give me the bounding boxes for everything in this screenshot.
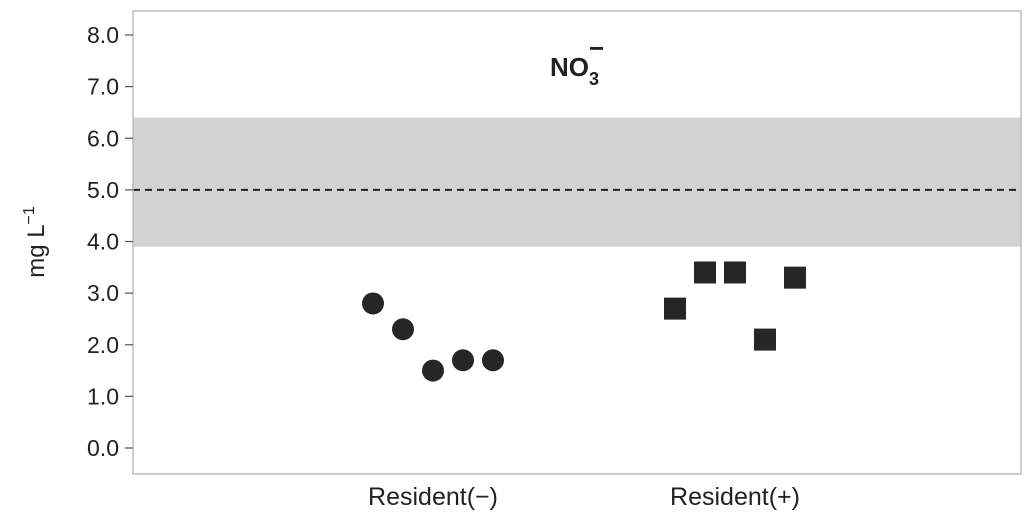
chart-title: NO3 − xyxy=(550,33,604,89)
reference-band-layer xyxy=(133,117,1021,247)
y-axis-ticks: 0.0 1.0 2.0 3.0 4.0 5.0 6.0 7.0 8.0 xyxy=(87,22,133,461)
y-axis-title: mg L−1 xyxy=(21,206,50,278)
y-tick-label: 5.0 xyxy=(87,177,119,203)
y-tick-label: 7.0 xyxy=(87,74,119,100)
y-tick-label: 3.0 xyxy=(87,280,119,306)
data-point-square xyxy=(754,328,776,351)
y-axis-title-superscript: −1 xyxy=(21,206,38,224)
data-points xyxy=(362,261,806,382)
chart-title-subscript: 3 xyxy=(589,69,599,89)
y-tick-label: 8.0 xyxy=(87,22,119,48)
y-axis-title-main: mg L xyxy=(23,224,50,277)
x-category-label: Resident(−) xyxy=(368,483,498,511)
chart-title-main: NO xyxy=(550,52,589,82)
data-point-square xyxy=(784,266,806,289)
chart-title-superscript: − xyxy=(589,33,604,63)
data-point-circle xyxy=(482,349,504,372)
y-tick-label: 2.0 xyxy=(87,332,119,358)
plot-frame xyxy=(132,10,1022,475)
data-point-circle xyxy=(362,292,384,315)
data-point-square xyxy=(694,261,716,284)
reference-band xyxy=(133,117,1021,247)
data-point-square xyxy=(664,297,686,320)
data-point-circle xyxy=(422,359,444,382)
y-tick-label: 4.0 xyxy=(87,229,119,255)
y-tick-label: 0.0 xyxy=(87,435,119,461)
y-tick-label: 6.0 xyxy=(87,125,119,151)
x-category-label: Resident(+) xyxy=(670,483,800,511)
y-tick-label: 1.0 xyxy=(87,383,119,409)
data-point-circle xyxy=(392,318,414,341)
data-point-square xyxy=(724,261,746,284)
x-axis-labels: Resident(−) Resident(+) xyxy=(368,483,800,511)
data-point-circle xyxy=(452,349,474,372)
